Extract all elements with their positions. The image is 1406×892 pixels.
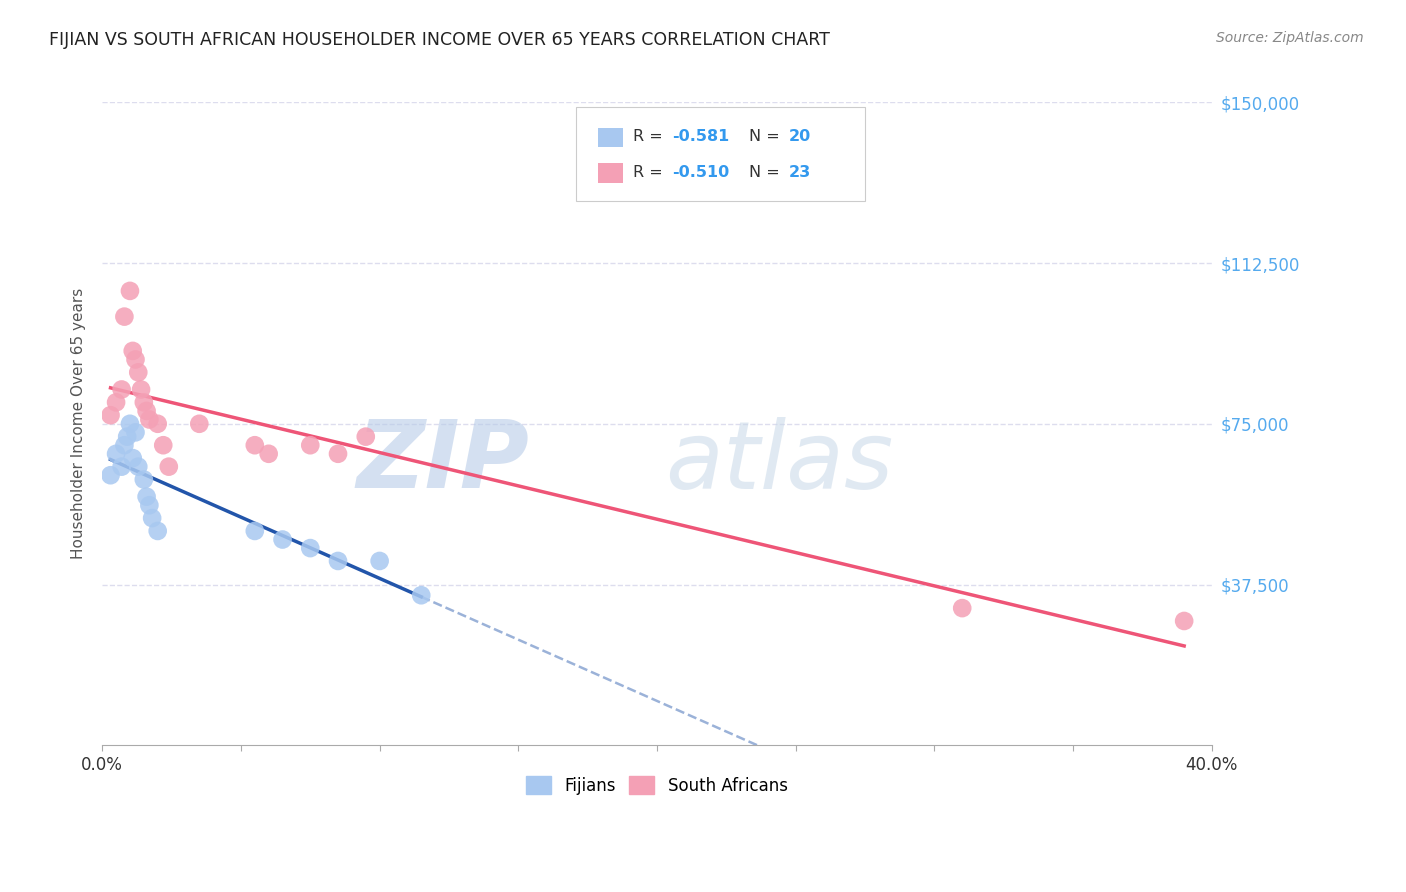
Point [132,395,155,409]
Point [121,343,143,358]
Text: -0.510: -0.510 [672,165,730,179]
Point [141,511,163,525]
Text: -0.581: -0.581 [672,129,730,144]
Point [124,425,146,440]
Point [138,412,160,426]
Point [132,473,155,487]
Point [124,352,146,367]
Point [1173,614,1195,628]
Point [411,588,433,602]
Point [127,459,149,474]
Point [243,524,266,538]
Point [368,554,391,568]
Point [138,498,160,512]
Point [146,417,169,431]
Point [105,447,128,461]
Point [135,404,157,418]
Point [129,383,152,397]
Point [326,447,349,461]
Point [299,438,322,452]
Point [188,417,211,431]
Point [118,417,141,431]
Point [243,438,266,452]
Point [112,310,135,324]
Point [354,430,377,444]
Point [100,468,122,483]
Point [257,447,280,461]
Point [127,365,149,379]
Point [118,284,141,298]
Point [152,438,174,452]
Point [146,524,169,538]
Text: N =: N = [749,129,786,144]
Point [135,490,157,504]
Text: atlas: atlas [665,417,893,508]
Text: Source: ZipAtlas.com: Source: ZipAtlas.com [1216,31,1364,45]
Point [299,541,322,555]
Text: 23: 23 [789,165,811,179]
Point [950,601,973,615]
Text: FIJIAN VS SOUTH AFRICAN HOUSEHOLDER INCOME OVER 65 YEARS CORRELATION CHART: FIJIAN VS SOUTH AFRICAN HOUSEHOLDER INCO… [49,31,830,49]
Text: R =: R = [633,165,668,179]
Point [271,533,294,547]
Point [105,395,128,409]
Text: N =: N = [749,165,786,179]
Legend: Fijians, South Africans: Fijians, South Africans [520,770,794,801]
Text: ZIP: ZIP [357,417,530,508]
Point [111,383,134,397]
Point [112,438,135,452]
Point [121,451,143,466]
Point [115,430,138,444]
Point [326,554,349,568]
Point [111,459,134,474]
Y-axis label: Householder Income Over 65 years: Householder Income Over 65 years [72,288,86,559]
Text: R =: R = [633,129,668,144]
Point [157,459,180,474]
Point [100,408,122,422]
Text: 20: 20 [789,129,811,144]
